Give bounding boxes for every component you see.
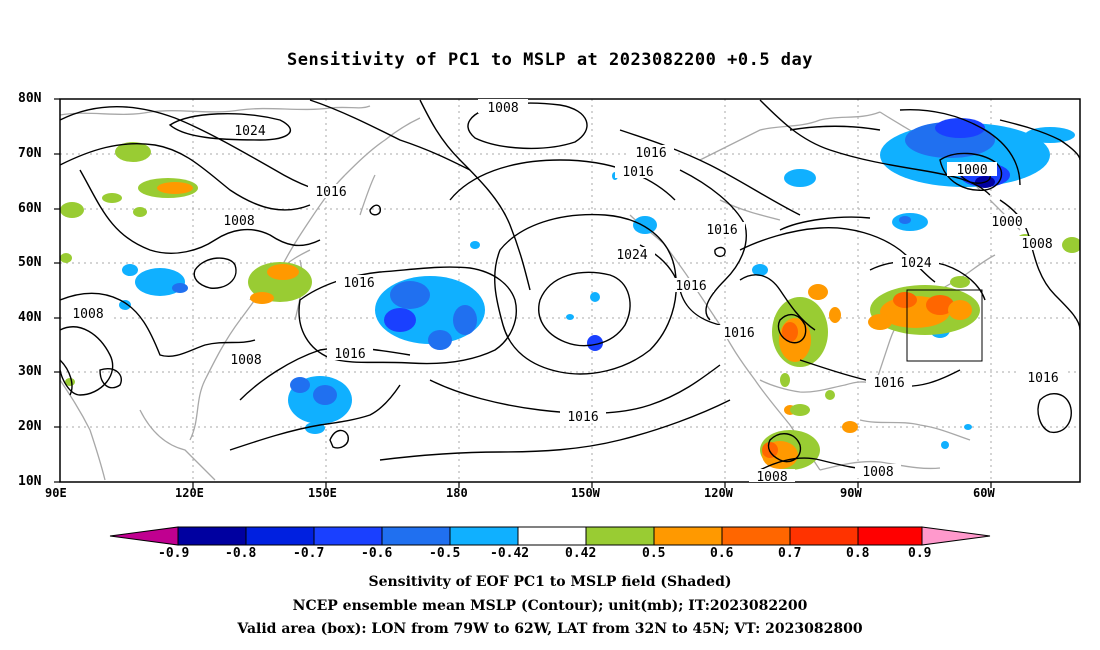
contour-label: 1008 [478,99,528,116]
colorbar-swatch [721,526,791,546]
colorbar-swatch [245,526,315,546]
lon-label: 120W [704,486,733,500]
lon-label: 150W [571,486,600,500]
contour-label-text: 1016 [873,376,904,391]
colorbar-label: 0.5 [642,546,666,561]
contour-label: 1016 [615,164,661,180]
lat-label: 70N [18,146,42,161]
contour-label-text: 1016 [706,223,737,238]
contour-label-text: 1008 [72,307,103,322]
lat-label: 10N [18,474,42,489]
lon-label: 180 [446,486,468,500]
colorbar-label: -0.42 [490,546,530,561]
contour-label: 1008 [749,469,795,485]
colorbar-swatch [789,526,859,546]
contour-label-text: 1024 [234,124,265,139]
contour-label-text: 1008 [1021,237,1052,252]
contour-label: 1016 [336,275,382,291]
colorbar-swatch [653,526,723,546]
positive-sensitivity-shading [60,142,1080,470]
contour-label-text: 1016 [567,410,598,425]
contour-label: 1016 [866,375,912,391]
contour-label: 1016 [560,409,606,425]
axis-ticks [54,98,992,488]
lon-label: 120E [175,486,204,500]
lon-label: 90W [840,486,862,500]
map-frame [59,98,1081,483]
map-title: Sensitivity of PC1 to MSLP at 2023082200… [286,50,813,70]
valid-area-box [906,289,983,362]
contour-label-text: 1008 [756,470,787,485]
contour-label-text: 1016 [334,347,365,362]
contour-label-text: 1016 [343,276,374,291]
contour-label: 1016 [668,278,714,294]
contour-label: 1008 [223,352,269,368]
contour-label-text: 1016 [723,326,754,341]
lat-label: 60N [18,201,42,216]
contour-label-text: 1016 [622,165,653,180]
contour-label-text: 1008 [223,214,254,229]
colorbar-left-triangle [109,526,179,546]
colorbar [109,526,991,546]
colorbar-right-triangle [921,526,991,546]
contour-label: 1016 [308,184,354,200]
colorbar-label: 0.9 [908,546,932,561]
caption-valid-area: Valid area (box): LON from 79W to 62W, L… [237,621,863,637]
contour-label: 1016 [628,145,674,161]
colorbar-swatch [177,526,247,546]
colorbar-swatch [585,526,655,546]
colorbar-label: 0.8 [846,546,870,561]
lat-label: 50N [18,255,42,270]
contour-label: 1008 [1014,236,1060,252]
lon-label: 60W [973,486,995,500]
contour-label-text: 1016 [1027,371,1058,386]
colorbar-swatch [313,526,383,546]
lat-label: 80N [18,91,42,106]
contour-label: 1024 [228,123,272,139]
colorbar-label: -0.9 [158,546,190,561]
colorbar-label: -0.8 [225,546,257,561]
contour-label: 1008 [855,464,901,480]
caption-shading: Sensitivity of EOF PC1 to MSLP field (Sh… [368,574,732,590]
lat-label: 30N [18,364,42,379]
lat-label: 40N [18,310,42,325]
colorbar-label: 0.7 [778,546,802,561]
lat-label: 20N [18,419,42,434]
contour-label-text: 1016 [675,279,706,294]
colorbar-swatch [517,526,587,546]
contour-label: 1008 [216,213,262,229]
contour-label-text: 1016 [635,146,666,161]
colorbar-label: -0.5 [429,546,461,561]
lon-label: 90E [45,486,67,500]
contour-label: 1016 [699,222,745,238]
contour-label-text: 1008 [230,353,261,368]
colorbar-label: -0.7 [293,546,325,561]
contour-label-text: 1000 [956,163,987,178]
contour-label-text: 1016 [315,185,346,200]
contour-label-text: 1008 [487,101,518,116]
colorbar-swatch [449,526,519,546]
colorbar-label: 0.6 [710,546,734,561]
contour-label-text: 1000 [991,215,1022,230]
colorbar-label: -0.6 [361,546,393,561]
contour-label: 1016 [716,325,762,341]
contour-labels: 1024 1008 1016 1016 1016 1000 1000 1008 … [65,99,1066,485]
contour-label: 1024 [893,255,939,271]
contour-label-text: 1008 [862,465,893,480]
contour-label: 1016 [327,346,373,362]
caption-contour: NCEP ensemble mean MSLP (Contour); unit(… [292,598,808,614]
contour-label: 1000 [947,162,997,178]
colorbar-label: 0.42 [565,546,597,561]
lon-label: 150E [308,486,337,500]
contour-label-text: 1024 [900,256,931,271]
colorbar-swatch [857,526,923,546]
colorbar-swatch [381,526,451,546]
contour-label: 1016 [1020,370,1066,386]
contour-label: 1008 [65,306,111,322]
contour-label: 1000 [984,214,1030,230]
contour-label: 1024 [609,247,655,263]
contour-label-text: 1024 [616,248,647,263]
